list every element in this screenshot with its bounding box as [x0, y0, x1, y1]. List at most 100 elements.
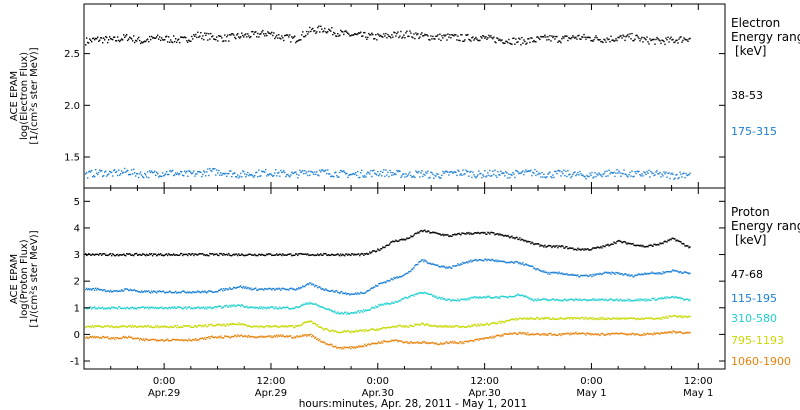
proton-point [462, 298, 464, 300]
electron-point [451, 171, 453, 173]
electron-point [383, 169, 385, 171]
electron-point [576, 173, 578, 176]
proton-point [444, 298, 446, 300]
proton-point [367, 343, 369, 346]
proton-point [544, 333, 546, 335]
proton-point [253, 288, 255, 290]
electron-point [504, 42, 506, 44]
proton-point [140, 291, 142, 293]
electron-point [176, 173, 178, 175]
electron-point [425, 171, 427, 173]
proton-point [646, 300, 648, 302]
proton-point [477, 231, 479, 234]
proton-point [441, 265, 443, 267]
proton-point [236, 336, 238, 338]
electron-point [619, 35, 621, 37]
electron-point [193, 34, 195, 36]
proton-point [524, 295, 526, 297]
electron-point [498, 39, 500, 41]
electron-point [637, 171, 639, 173]
proton-point [478, 324, 480, 327]
proton-point [136, 326, 138, 328]
proton-point [382, 246, 384, 248]
proton-point [587, 317, 589, 319]
proton-point [218, 335, 220, 338]
electron-point [200, 171, 202, 174]
proton-point [119, 290, 121, 292]
proton-point [92, 253, 94, 255]
proton-point [346, 330, 348, 332]
proton-point [226, 253, 228, 255]
electron-point [379, 173, 381, 175]
electron-point [431, 171, 433, 174]
proton-point [649, 244, 651, 247]
proton-point [119, 337, 121, 339]
electron-point [647, 41, 649, 43]
proton-point [279, 288, 281, 290]
proton-point [543, 298, 545, 300]
electron-point [264, 171, 266, 173]
proton-point [164, 254, 166, 256]
proton-point [510, 295, 512, 298]
electron-point [431, 38, 433, 40]
electron-point [202, 173, 204, 176]
proton-point [317, 305, 319, 307]
proton-point [604, 334, 606, 336]
proton-point [511, 235, 513, 237]
proton-point [113, 336, 115, 339]
proton-point [570, 332, 572, 334]
proton-point [225, 254, 227, 256]
electron-legend-subtitle: Energy range [731, 30, 800, 44]
proton-point [566, 300, 568, 302]
proton-point [251, 289, 253, 291]
proton-point [513, 332, 515, 334]
proton-point [643, 273, 645, 275]
proton-point [517, 318, 519, 320]
proton-point [421, 322, 423, 324]
proton-point [135, 252, 137, 255]
proton-point [302, 253, 304, 255]
proton-point [401, 326, 403, 328]
proton-point [127, 337, 129, 339]
proton-point [108, 325, 110, 327]
proton-point [118, 306, 120, 308]
proton-point [410, 235, 412, 237]
proton-point [433, 232, 435, 234]
proton-point [210, 324, 212, 326]
proton-point [547, 317, 549, 320]
proton-point [203, 254, 205, 256]
proton-point [281, 335, 283, 338]
proton-point [574, 316, 576, 319]
proton-point [384, 246, 386, 249]
proton-point [351, 293, 353, 295]
proton-point [422, 322, 424, 325]
proton-point [598, 273, 600, 276]
electron-point [275, 36, 277, 38]
proton-point [235, 323, 237, 326]
proton-point [625, 317, 627, 319]
proton-point [489, 296, 491, 298]
electron-point [113, 36, 115, 38]
electron-point [319, 169, 321, 171]
proton-point [332, 329, 334, 331]
proton-point [467, 299, 469, 301]
proton-point [468, 260, 470, 262]
proton-point [316, 285, 318, 287]
proton-point [334, 291, 336, 293]
proton-point [324, 327, 326, 330]
proton-point [137, 290, 139, 293]
proton-point [588, 333, 590, 335]
electron-point [524, 171, 526, 173]
proton-point [113, 290, 115, 292]
proton-point [299, 335, 301, 337]
electron-point [266, 34, 268, 37]
proton-point [186, 339, 188, 342]
proton-point [534, 243, 536, 245]
proton-point [165, 253, 167, 256]
electron-point [407, 174, 409, 177]
proton-point [472, 340, 474, 342]
electron-point [661, 173, 663, 175]
electron-point [629, 171, 631, 174]
electron-point [471, 176, 473, 179]
proton-point [394, 339, 396, 341]
